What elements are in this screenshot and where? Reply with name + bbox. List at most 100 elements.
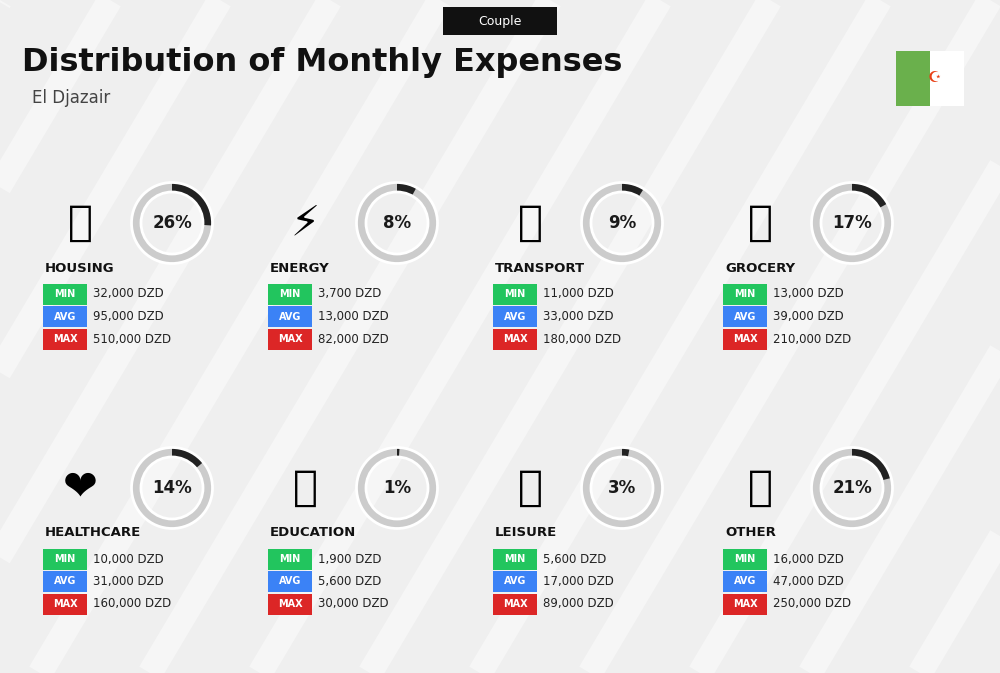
Text: 16,000 DZD: 16,000 DZD — [773, 553, 844, 565]
FancyBboxPatch shape — [493, 328, 537, 349]
Wedge shape — [622, 448, 629, 458]
FancyBboxPatch shape — [43, 328, 87, 349]
Text: MAX: MAX — [503, 334, 527, 344]
FancyBboxPatch shape — [268, 328, 312, 349]
Text: 13,000 DZD: 13,000 DZD — [773, 287, 844, 301]
Text: EDUCATION: EDUCATION — [270, 526, 356, 540]
Text: 10,000 DZD: 10,000 DZD — [93, 553, 164, 565]
Text: 89,000 DZD: 89,000 DZD — [543, 598, 614, 610]
Text: MIN: MIN — [279, 289, 301, 299]
Text: OTHER: OTHER — [725, 526, 776, 540]
FancyBboxPatch shape — [493, 571, 537, 592]
FancyBboxPatch shape — [268, 306, 312, 327]
Text: 26%: 26% — [152, 214, 192, 232]
Text: AVG: AVG — [279, 577, 301, 586]
Text: 🏗️: 🏗️ — [68, 202, 92, 244]
FancyBboxPatch shape — [723, 283, 767, 304]
Text: 13,000 DZD: 13,000 DZD — [318, 310, 389, 323]
Text: AVG: AVG — [54, 312, 76, 322]
Text: 82,000 DZD: 82,000 DZD — [318, 332, 389, 345]
FancyBboxPatch shape — [723, 328, 767, 349]
Text: MIN: MIN — [504, 289, 526, 299]
FancyBboxPatch shape — [930, 50, 964, 106]
Text: 1,900 DZD: 1,900 DZD — [318, 553, 382, 565]
Text: 510,000 DZD: 510,000 DZD — [93, 332, 171, 345]
Text: 21%: 21% — [832, 479, 872, 497]
Text: 🛍️: 🛍️ — [518, 467, 542, 509]
Text: ENERGY: ENERGY — [270, 262, 330, 275]
FancyBboxPatch shape — [493, 283, 537, 304]
FancyBboxPatch shape — [268, 594, 312, 614]
Text: 🛒: 🛒 — [748, 202, 772, 244]
Wedge shape — [812, 183, 892, 263]
Text: MAX: MAX — [53, 334, 77, 344]
Text: GROCERY: GROCERY — [725, 262, 795, 275]
Text: MIN: MIN — [279, 554, 301, 564]
Wedge shape — [582, 183, 662, 263]
Text: ⚡: ⚡ — [290, 202, 320, 244]
FancyBboxPatch shape — [493, 306, 537, 327]
Text: 180,000 DZD: 180,000 DZD — [543, 332, 621, 345]
FancyBboxPatch shape — [268, 571, 312, 592]
Text: AVG: AVG — [279, 312, 301, 322]
Text: 31,000 DZD: 31,000 DZD — [93, 575, 164, 588]
Text: HOUSING: HOUSING — [45, 262, 115, 275]
Wedge shape — [812, 448, 892, 528]
Text: 95,000 DZD: 95,000 DZD — [93, 310, 164, 323]
Text: MAX: MAX — [733, 334, 757, 344]
Text: 5,600 DZD: 5,600 DZD — [318, 575, 381, 588]
Wedge shape — [172, 183, 212, 225]
Text: 33,000 DZD: 33,000 DZD — [543, 310, 614, 323]
Text: 250,000 DZD: 250,000 DZD — [773, 598, 851, 610]
Wedge shape — [357, 183, 437, 263]
Wedge shape — [852, 448, 891, 481]
Text: 🎓: 🎓 — [292, 467, 318, 509]
FancyBboxPatch shape — [43, 594, 87, 614]
Text: AVG: AVG — [504, 577, 526, 586]
FancyBboxPatch shape — [493, 594, 537, 614]
Text: MIN: MIN — [54, 554, 76, 564]
Text: 9%: 9% — [608, 214, 636, 232]
Wedge shape — [397, 448, 400, 457]
Text: MIN: MIN — [734, 289, 756, 299]
Wedge shape — [132, 183, 212, 263]
Text: 17%: 17% — [832, 214, 872, 232]
FancyBboxPatch shape — [43, 283, 87, 304]
FancyBboxPatch shape — [723, 548, 767, 569]
Text: 11,000 DZD: 11,000 DZD — [543, 287, 614, 301]
Text: 1%: 1% — [383, 479, 411, 497]
Wedge shape — [852, 183, 887, 208]
FancyBboxPatch shape — [723, 306, 767, 327]
Text: 160,000 DZD: 160,000 DZD — [93, 598, 171, 610]
Text: 8%: 8% — [383, 214, 411, 232]
Text: Distribution of Monthly Expenses: Distribution of Monthly Expenses — [22, 48, 622, 79]
Text: MAX: MAX — [278, 599, 302, 609]
Text: HEALTHCARE: HEALTHCARE — [45, 526, 141, 540]
Text: MIN: MIN — [734, 554, 756, 564]
Wedge shape — [172, 448, 203, 468]
Text: 14%: 14% — [152, 479, 192, 497]
Wedge shape — [582, 448, 662, 528]
FancyBboxPatch shape — [43, 571, 87, 592]
Text: 30,000 DZD: 30,000 DZD — [318, 598, 389, 610]
Text: AVG: AVG — [54, 577, 76, 586]
Text: TRANSPORT: TRANSPORT — [495, 262, 585, 275]
Text: MIN: MIN — [54, 289, 76, 299]
Text: MAX: MAX — [278, 334, 302, 344]
Wedge shape — [622, 183, 643, 197]
FancyBboxPatch shape — [268, 548, 312, 569]
Text: 210,000 DZD: 210,000 DZD — [773, 332, 851, 345]
Text: 47,000 DZD: 47,000 DZD — [773, 575, 844, 588]
Text: 32,000 DZD: 32,000 DZD — [93, 287, 164, 301]
FancyBboxPatch shape — [442, 7, 557, 35]
Wedge shape — [132, 448, 212, 528]
Text: El Djazair: El Djazair — [32, 89, 110, 107]
Text: ❤️: ❤️ — [63, 467, 97, 509]
Text: Couple: Couple — [478, 15, 522, 28]
FancyBboxPatch shape — [723, 594, 767, 614]
Text: 17,000 DZD: 17,000 DZD — [543, 575, 614, 588]
Text: AVG: AVG — [734, 312, 756, 322]
Wedge shape — [397, 183, 416, 196]
Wedge shape — [357, 448, 437, 528]
FancyBboxPatch shape — [43, 306, 87, 327]
